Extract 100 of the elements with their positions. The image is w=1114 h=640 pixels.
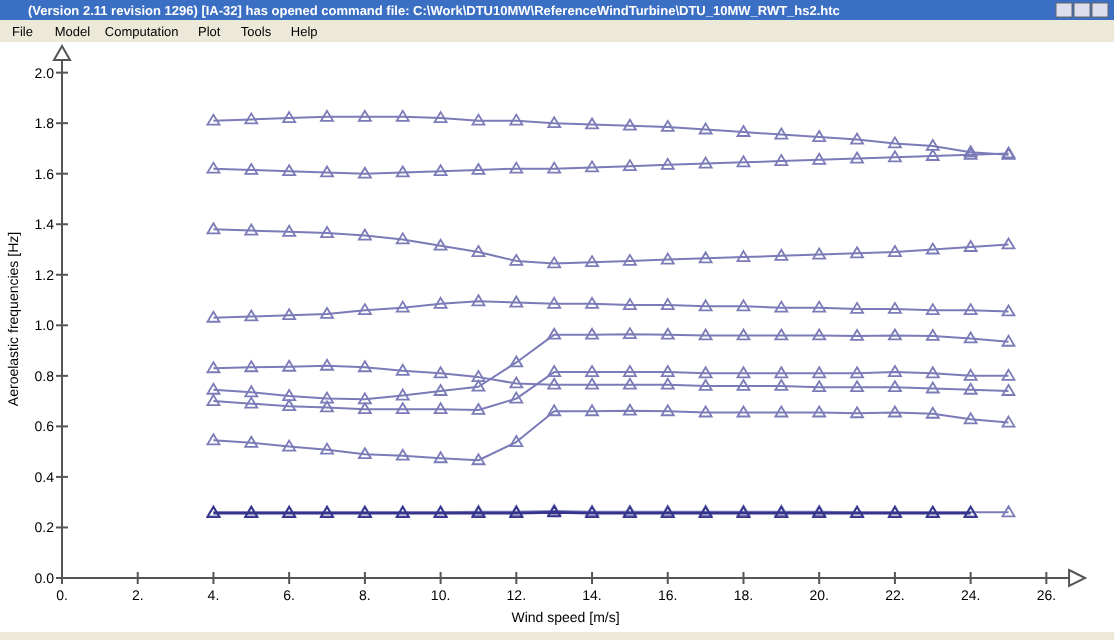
point xyxy=(850,246,864,259)
point xyxy=(888,380,902,393)
point xyxy=(812,152,827,165)
point xyxy=(585,255,599,268)
point xyxy=(320,442,334,455)
point xyxy=(774,248,789,261)
point xyxy=(547,377,562,390)
point xyxy=(623,118,637,131)
point xyxy=(660,120,675,132)
point xyxy=(547,296,562,309)
point xyxy=(509,376,524,389)
point xyxy=(433,111,448,124)
point xyxy=(736,328,751,341)
point xyxy=(736,125,751,137)
point xyxy=(433,366,448,379)
point xyxy=(471,163,486,175)
point xyxy=(244,223,259,236)
point xyxy=(660,365,675,377)
point xyxy=(623,377,637,390)
point xyxy=(812,380,827,393)
point xyxy=(509,391,524,404)
point xyxy=(395,109,410,122)
point xyxy=(471,245,486,257)
point xyxy=(698,405,713,418)
point xyxy=(812,405,827,418)
point xyxy=(395,448,410,461)
point xyxy=(774,366,789,379)
point xyxy=(357,402,372,415)
point xyxy=(963,412,978,425)
point xyxy=(244,309,259,322)
point xyxy=(925,381,940,394)
point xyxy=(206,310,221,323)
point xyxy=(547,116,562,129)
point xyxy=(925,406,940,419)
point xyxy=(357,166,372,179)
point xyxy=(282,164,297,177)
point xyxy=(812,300,827,313)
point xyxy=(585,327,599,340)
point xyxy=(850,132,864,145)
point xyxy=(660,252,675,265)
point xyxy=(736,366,751,379)
point xyxy=(509,435,524,447)
point xyxy=(850,380,864,393)
point xyxy=(774,127,789,140)
point xyxy=(888,136,902,149)
point xyxy=(585,377,599,390)
point xyxy=(471,370,486,383)
point xyxy=(963,368,978,381)
point xyxy=(433,451,448,464)
point xyxy=(320,109,334,122)
point xyxy=(206,222,221,235)
point xyxy=(698,328,713,341)
point xyxy=(1001,368,1016,381)
point xyxy=(623,327,637,340)
point xyxy=(282,359,297,372)
point xyxy=(244,163,259,175)
point xyxy=(850,366,864,379)
point xyxy=(320,400,334,413)
point xyxy=(623,159,637,172)
point xyxy=(206,433,221,446)
point xyxy=(244,385,259,398)
point xyxy=(1001,384,1016,396)
point xyxy=(206,394,221,407)
point xyxy=(698,379,713,391)
point xyxy=(471,403,486,415)
point xyxy=(623,298,637,310)
point xyxy=(812,247,827,260)
point xyxy=(925,139,940,151)
point xyxy=(585,160,599,173)
point xyxy=(888,301,902,314)
point xyxy=(698,251,713,264)
point xyxy=(395,165,410,178)
point xyxy=(850,406,864,419)
point xyxy=(925,242,940,255)
point xyxy=(888,365,902,377)
point xyxy=(244,396,259,409)
point xyxy=(206,161,221,174)
point xyxy=(1001,334,1016,347)
point xyxy=(774,328,789,341)
point xyxy=(395,300,410,313)
point xyxy=(888,245,902,257)
point xyxy=(736,379,751,391)
point xyxy=(547,327,562,340)
point xyxy=(623,403,637,416)
point xyxy=(357,360,372,373)
point xyxy=(433,402,448,415)
point xyxy=(736,250,751,262)
point xyxy=(660,377,675,390)
point xyxy=(660,327,675,340)
point xyxy=(282,111,297,124)
point xyxy=(357,447,372,460)
point xyxy=(623,365,637,377)
point xyxy=(888,150,902,163)
point xyxy=(585,296,599,309)
point xyxy=(357,392,372,405)
point xyxy=(888,405,902,418)
point xyxy=(282,224,297,237)
point xyxy=(850,329,864,341)
point xyxy=(585,117,599,130)
point xyxy=(282,389,297,401)
